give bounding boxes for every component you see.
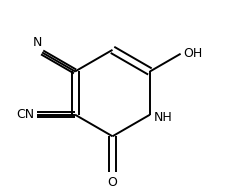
Text: OH: OH bbox=[183, 47, 203, 60]
Text: N: N bbox=[33, 36, 42, 49]
Text: O: O bbox=[108, 176, 117, 189]
Text: CN: CN bbox=[16, 108, 34, 121]
Text: NH: NH bbox=[154, 111, 173, 124]
